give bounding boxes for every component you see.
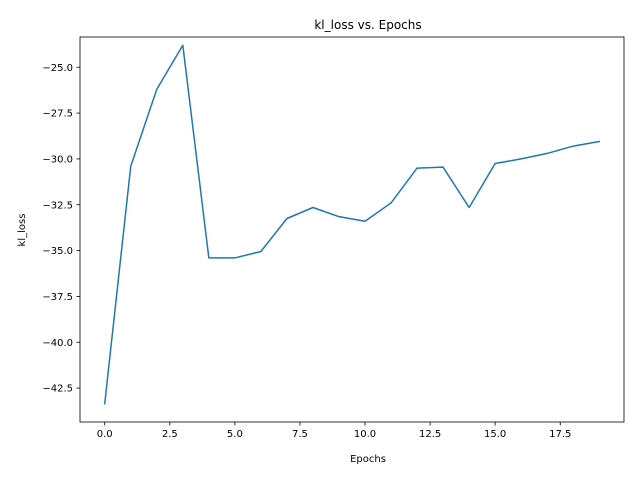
y-axis: −42.5 −40.0 −37.5 −35.0 −32.5 −30.0 −27.5 −25.0 xyxy=(42,63,80,395)
x-tick-label: 17.5 xyxy=(549,429,571,440)
series-line-0 xyxy=(103,44,601,405)
x-axis-label: Epochs xyxy=(350,454,386,465)
y-tick-label: −35.0 xyxy=(42,246,73,257)
plot-area xyxy=(79,36,625,423)
x-tick-label: 15.0 xyxy=(484,429,506,440)
chart-title: kl_loss vs. Epochs xyxy=(314,18,421,32)
y-tick-label: −27.5 xyxy=(42,109,73,120)
y-axis-label: kl_loss xyxy=(17,214,28,247)
x-tick-label: 0.0 xyxy=(97,429,113,440)
y-tick-label: −25.0 xyxy=(42,63,73,74)
x-tick-label: 5.0 xyxy=(227,429,243,440)
x-tick-label: 10.0 xyxy=(354,429,376,440)
x-tick-label: 12.5 xyxy=(419,429,441,440)
y-tick-label: −30.0 xyxy=(42,154,73,165)
x-tick-label: 2.5 xyxy=(162,429,178,440)
plot-frame xyxy=(79,36,625,423)
x-tick-label: 7.5 xyxy=(292,429,308,440)
y-tick-label: −40.0 xyxy=(42,338,73,349)
y-tick-label: −37.5 xyxy=(42,292,73,303)
y-tick-label: −32.5 xyxy=(42,200,73,211)
x-axis: 0.0 2.5 5.0 7.5 10.0 12.5 15.0 17.5 xyxy=(97,422,571,440)
y-tick-label: −42.5 xyxy=(42,384,73,395)
